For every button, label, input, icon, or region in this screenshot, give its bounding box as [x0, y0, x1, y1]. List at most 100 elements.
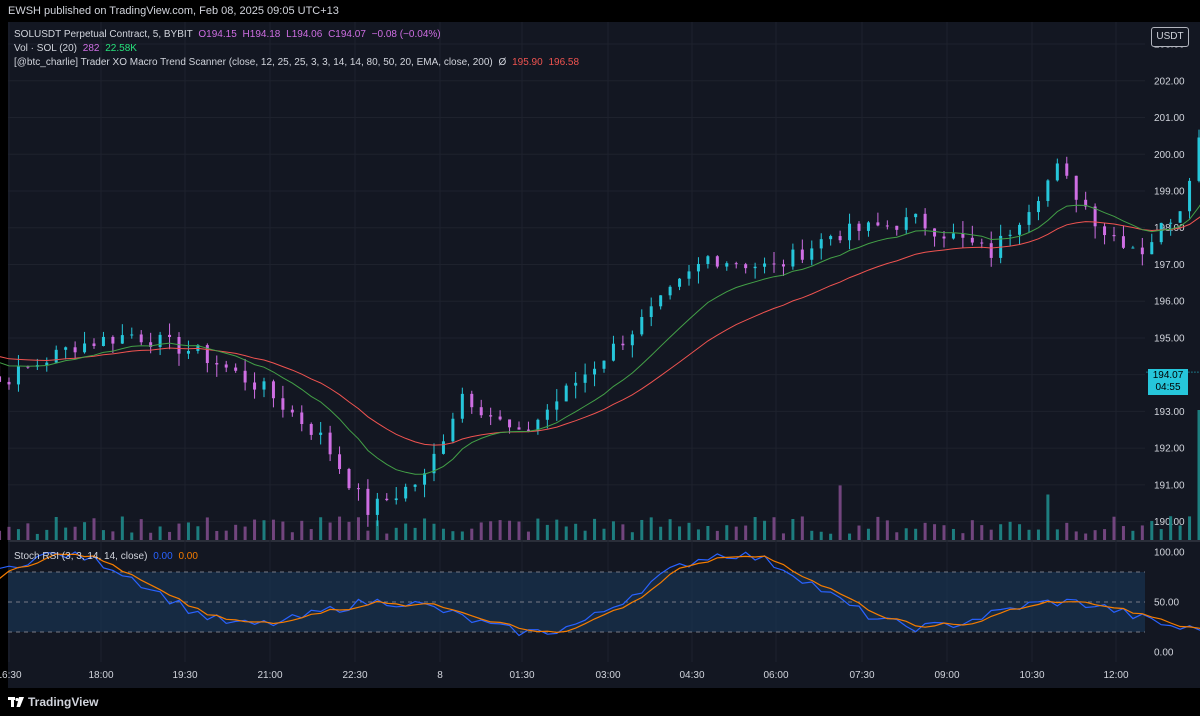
price-tick-label: 192.00 — [1154, 444, 1185, 455]
time-tick-label: 16:30 — [0, 670, 22, 681]
volume-legend: Vol · SOL (20) 282 22.58K — [14, 43, 137, 54]
last-price-tag: 194.07 04:55 — [1148, 369, 1188, 395]
candle-body — [885, 225, 889, 227]
stoch-tick-label: 100.00 — [1154, 548, 1185, 559]
candle-body — [1103, 226, 1107, 236]
volume-bar — [26, 523, 30, 540]
volume-bar — [460, 531, 464, 540]
candle-body — [1008, 234, 1012, 236]
volume-bar — [933, 524, 937, 540]
volume-bar — [696, 529, 700, 540]
volume-bar — [753, 517, 757, 540]
volume-bar — [687, 522, 691, 540]
candle-body — [819, 239, 823, 249]
volume-bar — [536, 518, 540, 540]
candle-body — [338, 454, 342, 470]
volume-bar — [876, 516, 880, 540]
volume-bar — [640, 519, 644, 540]
candle-body — [0, 376, 2, 382]
candle-body — [300, 412, 304, 425]
time-tick-label: 8 — [437, 670, 443, 681]
volume-bar — [1093, 530, 1097, 540]
candle-body — [536, 419, 540, 431]
candle-body — [829, 236, 833, 240]
price-tick-label: 197.00 — [1154, 260, 1185, 271]
time-tick-label: 07:30 — [849, 670, 874, 681]
volume-bar — [441, 528, 445, 540]
volume-bar — [1027, 529, 1031, 540]
price-tick-label: 202.00 — [1154, 76, 1185, 87]
volume-bar — [1197, 410, 1200, 540]
volume-bar — [1178, 525, 1182, 540]
candle-body — [734, 263, 738, 265]
volume-bar — [602, 528, 606, 540]
candle-body — [725, 263, 729, 267]
volume-bar — [375, 520, 379, 540]
volume-bar — [300, 520, 304, 540]
volume-bar — [432, 523, 436, 540]
candle-body — [951, 233, 955, 239]
candle-body — [1093, 206, 1097, 227]
price-tick-label: 195.00 — [1154, 333, 1185, 344]
candle-body — [16, 366, 20, 385]
volume-bar — [224, 530, 228, 540]
volume-bar — [54, 516, 58, 540]
volume-bar — [73, 526, 77, 540]
high-value: H194.18 — [242, 29, 281, 40]
candle-body — [791, 249, 795, 267]
volume-bar — [262, 520, 266, 540]
volume-bar — [168, 531, 172, 540]
candle-body — [564, 385, 568, 402]
volume-ma-value: 22.58K — [105, 43, 137, 54]
candle-body — [583, 374, 587, 383]
time-tick-label: 21:00 — [257, 670, 282, 681]
volume-bar — [404, 523, 408, 540]
volume-bar — [517, 521, 521, 540]
candle-body — [73, 347, 77, 353]
candle-body — [1197, 137, 1200, 181]
volume-value: 282 — [82, 43, 100, 54]
volume-bar — [1084, 533, 1088, 540]
candle-body — [744, 264, 748, 269]
candle-body — [876, 222, 880, 226]
volume-bar — [970, 520, 974, 540]
stoch-d-value: 0.00 — [178, 551, 198, 562]
volume-bar — [744, 525, 748, 540]
volume-bar — [800, 516, 804, 540]
candle-body — [451, 418, 455, 442]
volume-bar — [866, 528, 870, 540]
volume-bar — [309, 529, 313, 540]
candle-body — [385, 498, 389, 501]
volume-bar — [1131, 530, 1135, 540]
currency-button[interactable]: USDT — [1151, 27, 1189, 47]
candle-body — [904, 217, 908, 230]
volume-bar — [734, 526, 738, 540]
volume-bar — [0, 530, 2, 540]
candle-body — [460, 393, 464, 419]
indicator-value-1: 195.90 — [512, 57, 543, 68]
candle-body — [970, 237, 974, 243]
volume-bar — [829, 533, 833, 540]
volume-bar — [810, 530, 814, 540]
symbol-title: SOLUSDT Perpetual Contract, 5, BYBIT — [14, 29, 193, 40]
candle-body — [602, 360, 606, 369]
volume-label: Vol · SOL (20) — [14, 43, 77, 54]
candle-body — [423, 473, 427, 485]
volume-bar — [923, 522, 927, 540]
candle-body — [1188, 180, 1192, 212]
time-axis-bg — [8, 662, 1200, 688]
volume-bar — [413, 527, 417, 540]
volume-bar — [555, 519, 559, 540]
time-tick-label: 19:30 — [172, 670, 197, 681]
volume-bar — [1018, 524, 1022, 540]
candle-body — [593, 368, 597, 375]
candle-body — [1055, 163, 1059, 181]
volume-bar — [1169, 516, 1173, 540]
volume-bar — [45, 529, 49, 540]
candle-body — [517, 427, 521, 430]
chart-canvas[interactable]: 203.00202.00201.00200.00199.00198.00197.… — [0, 22, 1200, 688]
candle-body — [139, 334, 143, 343]
volume-bar — [186, 522, 190, 540]
candle-body — [498, 416, 502, 420]
